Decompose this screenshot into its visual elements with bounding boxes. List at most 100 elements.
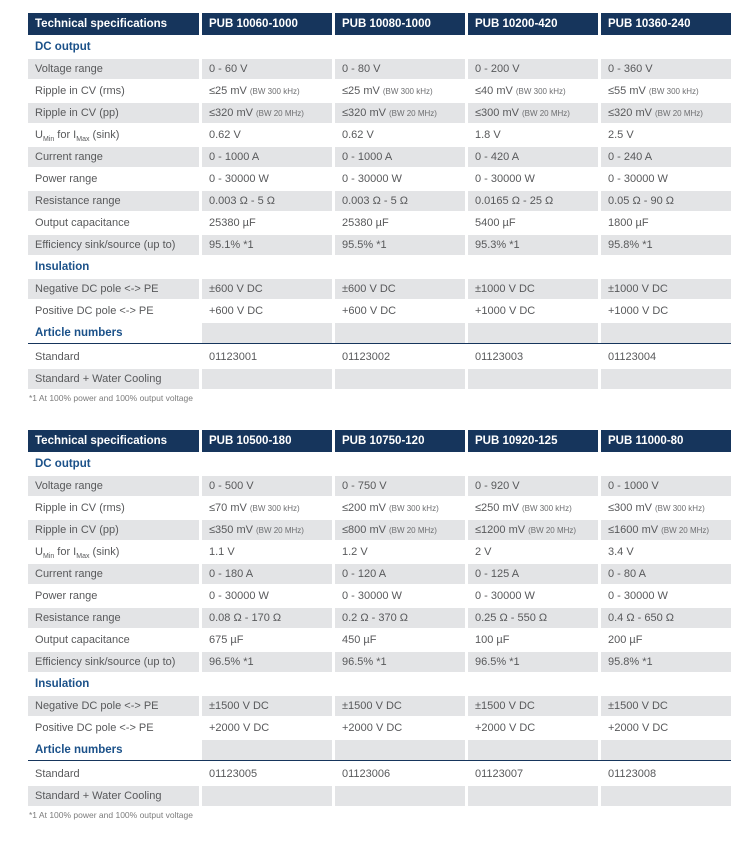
spec-value — [335, 454, 465, 474]
spec-value: 0.4 Ω - 650 Ω — [601, 608, 731, 628]
spec-value: 96.5% *1 — [202, 652, 332, 672]
spec-value: ≤25 mV (BW 300 kHz) — [209, 85, 300, 97]
bandwidth-note: (BW 300 kHz) — [515, 87, 566, 96]
section-header: Article numbers — [28, 740, 199, 760]
spec-value: ≤200 mV (BW 300 kHz) — [342, 502, 439, 514]
spec-value — [202, 257, 332, 277]
section-row: Insulation — [28, 674, 731, 694]
spec-value: ≤320 mV (BW 20 MHz) — [335, 103, 465, 123]
spec-value: 0 - 120 A — [335, 564, 465, 584]
spec-value: 0.0165 Ω - 25 Ω — [468, 191, 598, 211]
spec-value — [335, 740, 465, 760]
spec-value: +2000 V DC — [475, 722, 536, 734]
spec-value: ≤40 mV (BW 300 kHz) — [475, 85, 566, 97]
spec-value: 01123008 — [608, 768, 657, 780]
spec-value — [202, 37, 332, 57]
column-header: PUB 10750-120 — [335, 430, 465, 452]
spec-value — [468, 257, 598, 277]
spec-value: 675 µF — [209, 634, 244, 646]
spec-value: 0.2 Ω - 370 Ω — [335, 608, 465, 628]
table-row: Ripple in CV (rms) ≤25 mV (BW 300 kHz) ≤25 … — [28, 81, 731, 101]
table-row: Output capacitance 25380 µF 25380 µF 5400 µ… — [28, 213, 731, 233]
table-row: Efficiency sink/source (up to) 96.5% *1 96… — [28, 652, 731, 672]
table-row: Ripple in CV (pp) ≤320 mV (BW 20 MHz) ≤320 … — [28, 103, 731, 123]
spec-value: ≤70 mV (BW 300 kHz) — [209, 502, 300, 514]
spec-value — [468, 786, 598, 806]
spec-value: 0 - 1000 A — [335, 147, 465, 167]
spec-value — [601, 369, 731, 389]
table-row: Standard 01123005 01123006 01123007 01123008 — [28, 764, 731, 784]
spec-value: +2000 V DC — [209, 722, 270, 734]
spec-label: Standard — [35, 768, 80, 780]
spec-value: 95.3% *1 — [468, 235, 598, 255]
spec-value — [202, 674, 332, 694]
bandwidth-note: (BW 300 kHz) — [654, 504, 705, 513]
table-row: Negative DC pole <-> PE ±600 V DC ±600 V D… — [28, 279, 731, 299]
spec-value: 0 - 30000 W — [209, 590, 269, 602]
spec-label: Power range — [35, 590, 98, 602]
bandwidth-note: (BW 20 MHz) — [528, 526, 577, 535]
column-header: PUB 10920-125 — [468, 430, 598, 452]
spec-value: 0.003 Ω - 5 Ω — [335, 191, 465, 211]
spec-value: 01123003 — [475, 351, 524, 363]
spec-value: 3.4 V — [608, 546, 634, 558]
spec-value: ±1000 V DC — [468, 279, 598, 299]
table-row: Resistance range 0.08 Ω - 170 Ω 0.2 Ω - 37… — [28, 608, 731, 628]
spec-value: 95.8% *1 — [601, 652, 731, 672]
spec-value: 1.2 V — [342, 546, 368, 558]
spec-value — [335, 786, 465, 806]
table-row: Output capacitance 675 µF 450 µF 100 µF 200 … — [28, 630, 731, 650]
spec-value: ±600 V DC — [335, 279, 465, 299]
spec-value — [468, 454, 598, 474]
spec-value — [468, 740, 598, 760]
spec-value: +600 V DC — [209, 305, 264, 317]
spec-value: ±1500 V DC — [601, 696, 731, 716]
spec-value: ±1500 V DC — [468, 696, 598, 716]
table-row: Positive DC pole <-> PE +2000 V DC +2000 V… — [28, 718, 731, 738]
spec-value: 1800 µF — [608, 217, 649, 229]
spec-value: ≤25 mV (BW 300 kHz) — [342, 85, 433, 97]
bandwidth-note: (BW 300 kHz) — [521, 504, 572, 513]
spec-label: Output capacitance — [35, 217, 130, 229]
spec-value: 01123001 — [209, 351, 258, 363]
spec-value: 0 - 30000 W — [342, 173, 402, 185]
spec-value — [468, 37, 598, 57]
spec-value: 0 - 240 A — [601, 147, 731, 167]
spec-value — [601, 454, 731, 474]
spec-value: 0.25 Ω - 550 Ω — [468, 608, 598, 628]
spec-label: Standard — [35, 351, 80, 363]
spec-value: ≤800 mV (BW 20 MHz) — [335, 520, 465, 540]
spec-value: 1.8 V — [475, 129, 501, 141]
table-row: Standard + Water Cooling — [28, 786, 731, 806]
bandwidth-note: (BW 20 MHz) — [661, 526, 710, 535]
spec-value — [468, 674, 598, 694]
spec-value: ≤350 mV (BW 20 MHz) — [202, 520, 332, 540]
spec-value — [202, 323, 332, 343]
section-row: Insulation — [28, 257, 731, 277]
spec-value: 0 - 30000 W — [475, 173, 535, 185]
spec-value: 0 - 30000 W — [209, 173, 269, 185]
spec-label: Power range — [35, 173, 98, 185]
spec-value — [601, 674, 731, 694]
spec-value — [601, 740, 731, 760]
table-row: Power range 0 - 30000 W 0 - 30000 W 0 - 300… — [28, 586, 731, 606]
spec-value: 25380 µF — [209, 217, 256, 229]
column-header: Technical specifications — [28, 430, 199, 452]
spec-label: UMin for IMax (sink) — [35, 129, 120, 143]
footnote-1: *1 At 100% power and 100% output voltage — [29, 393, 193, 403]
spec-value: 0 - 1000 A — [202, 147, 332, 167]
column-header: PUB 11000-80 — [601, 430, 731, 452]
column-header: PUB 10060-1000 — [202, 13, 332, 35]
spec-value: 95.5% *1 — [335, 235, 465, 255]
bandwidth-note: (BW 20 MHz) — [521, 109, 570, 118]
spec-value: ≤55 mV (BW 300 kHz) — [608, 85, 699, 97]
spec-value — [468, 323, 598, 343]
spec-value: 01123005 — [209, 768, 258, 780]
spec-value — [468, 369, 598, 389]
bandwidth-note: (BW 20 MHz) — [255, 109, 304, 118]
spec-label: Negative DC pole <-> PE — [28, 696, 199, 716]
spec-value: 0 - 360 V — [601, 59, 731, 79]
spec-value — [335, 37, 465, 57]
